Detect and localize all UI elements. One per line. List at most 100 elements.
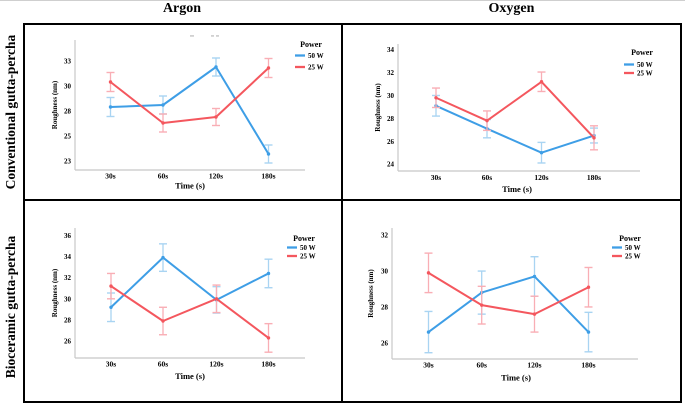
axes [391, 228, 638, 360]
legend-label-50-w: 50 W [625, 244, 641, 252]
legend-title: Power [619, 234, 641, 243]
axes [74, 228, 305, 359]
series-50-w [107, 243, 273, 323]
y-tick-labels: 24 26 28 30 32 34 [387, 46, 395, 168]
legend-label-25-w: 25 W [308, 64, 324, 72]
y-tick-label: 23 [64, 158, 72, 166]
legend: Power 50 W25 W [624, 48, 653, 78]
x-tick-label: 180s [261, 172, 275, 181]
row-header-conventional-gutta-percha: Conventional gutta-percha [3, 34, 18, 190]
markers-25-w [108, 66, 271, 125]
markers-50-w [108, 65, 271, 156]
markers-50-w [434, 104, 596, 155]
panel-grid-frame [23, 23, 682, 403]
y-tick-label: 25 [64, 133, 72, 141]
top-edge-line [0, 0, 685, 1]
y-tick-label: 24 [387, 161, 395, 169]
legend: Power 50 W 25 W [295, 40, 324, 72]
x-tick-label: 30s [431, 173, 442, 182]
y-tick-label: 30 [64, 295, 72, 303]
error-bars-25-w [107, 272, 273, 353]
line-50-w [435, 104, 595, 154]
error-bars-50-w [106, 57, 273, 164]
y-tick-label: 33 [64, 58, 72, 66]
x-tick-label: 120s [209, 360, 223, 369]
chart-conventional-oxygen: 24 26 28 30 32 34 30s 60s 120s 180s Roughness (nm)… [374, 44, 653, 194]
x-tick-label: 120s [527, 361, 541, 370]
error-bars-25-w [106, 57, 273, 133]
y-tick-label: 34 [387, 46, 395, 54]
x-tick-label: 60s [158, 360, 169, 369]
series-25-w [432, 71, 598, 151]
y-tick-label: 36 [64, 232, 72, 240]
y-tick-label: 30 [381, 268, 389, 276]
x-tick-label: 120s [209, 172, 223, 181]
chart-bioceramic-oxygen: 26 28 30 32 30s 60s 120s 180s Roughness (nm) Time… [367, 228, 641, 383]
markers-25-w [109, 284, 271, 340]
line-25-w [110, 285, 270, 339]
legend-label-25-w: 25 W [637, 70, 653, 78]
y-axis-title: Roughness (nm) [374, 83, 382, 132]
series-50-w [432, 94, 598, 164]
y-tick-label: 32 [64, 274, 72, 282]
legend-label-50-w: 50 W [308, 52, 324, 60]
y-tick-label: 32 [387, 69, 395, 77]
axes [397, 44, 640, 172]
y-tick-labels: 23 25 28 30 33 [64, 58, 72, 166]
line-25-w [427, 271, 590, 316]
legend-label-50-w: 50 W [637, 61, 653, 69]
series-25-w [106, 57, 273, 133]
series-50-w [106, 57, 273, 164]
line-25-w [435, 80, 595, 139]
series-50-w [424, 256, 593, 354]
y-tick-label: 28 [381, 303, 389, 311]
series-25-w [107, 272, 273, 353]
x-axis-title: Time (s) [501, 373, 531, 383]
legend-title: Power [293, 234, 315, 243]
y-tick-label: 26 [381, 339, 389, 347]
chart-conventional-argon: 23 25 28 30 33 30s 60s 120s 180s Roughness (nm) Ti… [51, 35, 324, 191]
y-tick-label: 28 [387, 115, 395, 123]
y-axis-title: Roughness (nm) [51, 268, 59, 317]
panel-divider-horizontal [23, 198, 682, 202]
y-tick-label: 26 [387, 138, 395, 146]
x-tick-label: 30s [105, 172, 116, 181]
x-tick-label: 180s [581, 361, 595, 370]
x-tick-label: 180s [587, 173, 601, 182]
x-tick-labels: 30s 60s 120s 180s [106, 360, 276, 369]
markers-25-w [426, 271, 591, 316]
x-axis-title: Time (s) [175, 371, 205, 381]
y-tick-label: 30 [387, 92, 395, 100]
legend-title: Power [300, 40, 322, 49]
legend-label-50-w: 50 W [300, 244, 316, 252]
legend-label-25-w: 25 W [625, 253, 641, 261]
column-header-oxygen: Oxygen [488, 1, 535, 16]
panel-divider-vertical [340, 23, 344, 403]
error-bars-25-w [432, 71, 598, 151]
line-25-w [109, 67, 270, 124]
line-50-w [110, 256, 270, 309]
y-axis-title: Roughness (nm) [51, 80, 59, 129]
y-tick-label: 28 [64, 316, 72, 324]
legend-title: Power [631, 48, 653, 57]
series-25-w [424, 252, 593, 333]
x-tick-label: 120s [534, 173, 548, 182]
y-tick-label: 30 [64, 83, 72, 91]
y-tick-label: 32 [381, 232, 389, 240]
error-bars-25-w [424, 252, 593, 333]
line-50-w [427, 275, 590, 334]
x-tick-label: 180s [261, 360, 275, 369]
x-tick-label: 60s [158, 172, 169, 181]
y-tick-label: 28 [64, 108, 72, 116]
x-tick-label: 30s [423, 361, 434, 370]
error-bars-50-w [432, 94, 598, 164]
x-tick-labels: 30s 60s 120s 180s [105, 172, 275, 181]
y-tick-label: 34 [64, 253, 72, 261]
error-bars-50-w [424, 256, 593, 354]
x-axis-title: Time (s) [175, 181, 205, 191]
legend-label-25-w: 25 W [300, 253, 316, 261]
markers-25-w [434, 80, 596, 140]
